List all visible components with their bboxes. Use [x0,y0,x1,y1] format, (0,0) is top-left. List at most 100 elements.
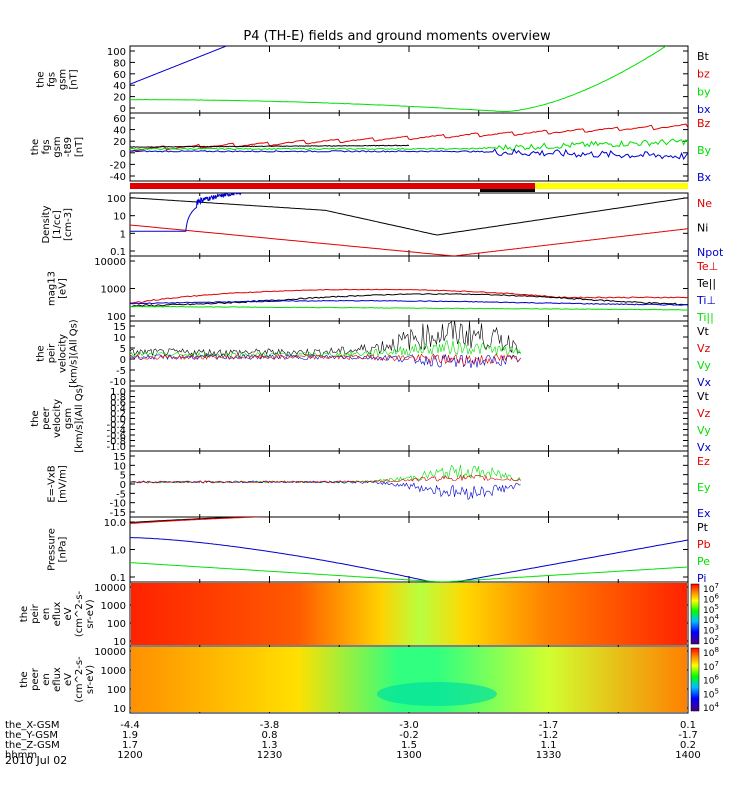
panel-frame-peer-velocity [129,385,689,452]
y-axis-label: en [41,608,52,621]
legend-peer-velocity: Vy [697,424,711,437]
y-axis-label: -t89 [63,137,74,157]
colorbar-label: 104 [703,701,719,714]
y-axis-label: peer [41,406,52,430]
y-tick-label: 15 [113,322,126,333]
x-tick-value: -0.2 [399,730,419,741]
y-axis-label: sr-eV) [85,665,96,694]
legend-density: Npot [697,246,724,259]
y-tick-label: 1000 [101,285,126,296]
y-tick-label: 1000 [101,666,126,677]
y-axis-label: peer [30,667,41,691]
x-tick-value: 1330 [536,750,561,761]
y-tick-label: 10.0 [104,518,126,529]
x-row-label: the_Y-GSM [5,730,58,741]
legend-efield: Ey [697,481,711,494]
y-tick-label: 80 [113,58,126,69]
y-tick-label: -0.4 [106,426,126,437]
y-tick-label: -5 [116,366,126,377]
legend-temperature: Ti⊥ [696,294,716,307]
y-tick-label: 10 [113,461,126,472]
y-axis-label: peir [47,343,58,363]
legend-pressure: Pi [697,572,706,585]
y-tick-label: 100 [107,619,126,630]
x-tick-value: 1.5 [401,740,417,751]
y-axis-label: [nT] [69,69,80,89]
x-tick-value: -1.7 [678,730,698,741]
y-tick-label: 0.0 [110,415,126,426]
x-tick-value: -1.7 [539,720,559,731]
spectrogram-peir [131,583,687,645]
x-row-label: the_X-GSM [5,720,59,731]
y-tick-label: 1000 [101,601,126,612]
colorbar-label: 105 [703,687,719,700]
y-tick-label: 5 [120,471,126,482]
line-Ez [130,474,521,484]
y-axis-label: [nPa] [58,536,69,562]
y-axis-label: en [41,673,52,686]
line-Tiperp [130,299,688,306]
x-tick-value: -3.0 [399,720,419,731]
x-tick-value: 0.8 [262,730,278,741]
y-tick-label: 0 [120,149,126,160]
legend-density: Ne [697,197,712,210]
x-tick-value: 1230 [257,750,282,761]
x-row-label: hhmm [5,750,37,761]
spectrogram-peer-core [376,682,497,706]
y-axis-label: fgs [47,72,58,87]
legend-fgs-gsm: Bt [697,50,710,63]
x-tick-value: 1.9 [122,730,138,741]
y-tick-label: 0.8 [110,393,126,404]
y-tick-label: 0 [120,480,126,491]
line-Pi [130,537,688,582]
legend-fgs-gsm: by [697,85,711,98]
line-Bt-dsl [130,144,410,148]
y-axis-label: fgs [41,139,52,154]
line-Ex [130,480,521,500]
y-axis-label: gsm [58,69,69,90]
y-axis-label: [km/s](All Qs) [69,319,80,387]
y-tick-label: 60 [113,70,126,81]
date-label: 2010 Jul 02 [5,754,67,767]
y-axis-label: the [36,345,47,361]
line-Pe [130,562,688,582]
y-tick-label: -0.2 [106,420,126,431]
y-tick-label: 100 [107,194,126,205]
legend-efield: Ez [697,455,710,468]
panel-frame-density [129,192,689,257]
y-tick-label: -0.6 [106,431,126,442]
line-by [130,46,668,113]
legend-density: Ni [697,222,708,235]
plot-title: P4 (TH-E) fields and ground moments over… [243,29,551,44]
line-Bz [130,123,688,152]
line-Pt [130,517,257,523]
mode-bar-red [130,183,535,189]
y-axis-label: peir [30,603,41,623]
x-row-label: the_Z-GSM [5,740,60,751]
y-tick-label: 0.6 [110,398,126,409]
legend-temperature: Ti|| [696,311,714,324]
y-axis-label: [eV] [58,278,69,299]
y-tick-label: 10000 [94,647,126,658]
y-axis-label: Density [41,205,52,243]
x-tick-value: 1300 [396,750,421,761]
y-tick-label: 40 [113,81,126,92]
line-Teperp [130,288,688,304]
y-axis-label: eV [63,607,74,620]
y-tick-label: -40 [110,172,126,183]
y-tick-label: 15 [113,452,126,463]
y-tick-label: 10 [113,333,126,344]
y-tick-label: 0.1 [110,573,126,584]
legend-fgs-gsm: bx [697,103,711,116]
mode-bar-yellow [535,183,688,189]
legend-peir-velocity: Vt [697,325,710,338]
y-axis-label: the [30,410,41,426]
x-tick-value: 1200 [117,750,142,761]
line-Npot [130,193,242,232]
line-Ne [130,224,688,256]
y-tick-label: 60 [113,114,126,125]
y-axis-label: the [19,606,30,622]
y-axis-label: velocity [58,334,69,373]
legend-peir-velocity: Vz [697,342,711,355]
